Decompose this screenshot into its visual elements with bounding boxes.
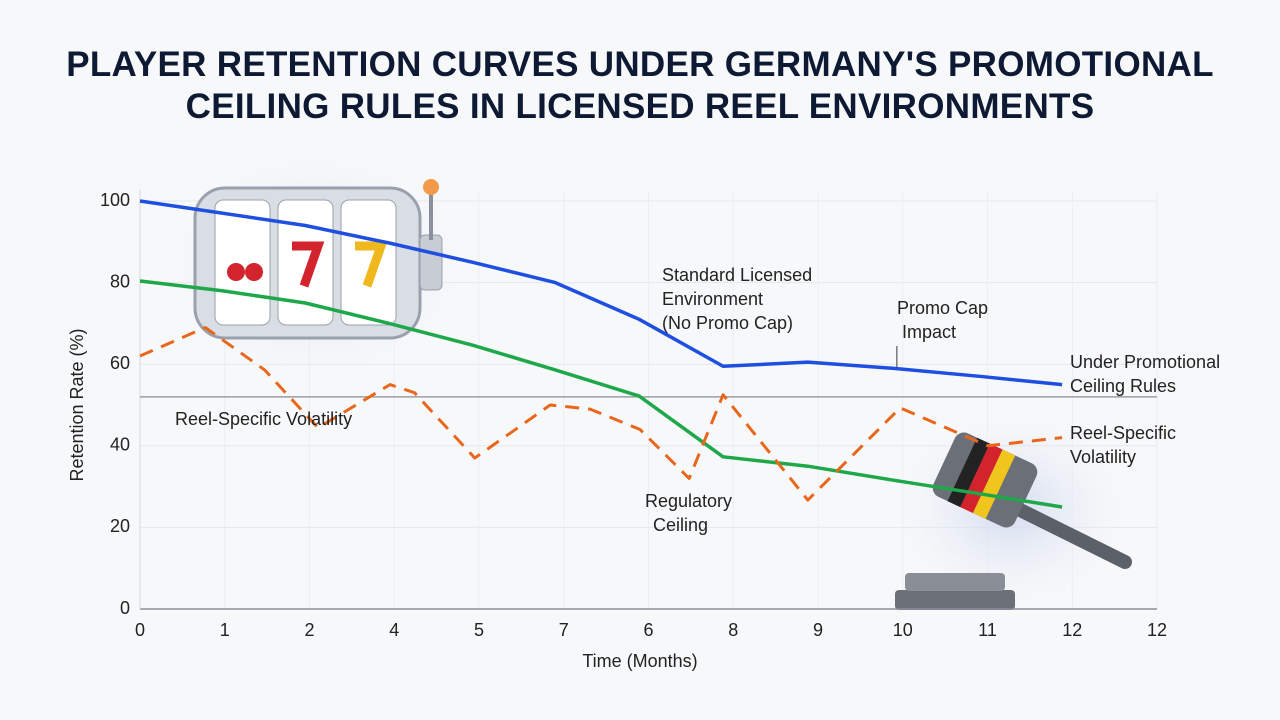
annotation: Promo Cap (897, 298, 988, 318)
x-tick-label: 2 (304, 620, 314, 640)
x-tick-label: 11 (978, 620, 997, 640)
seven (355, 241, 388, 288)
flag-red (960, 443, 1003, 513)
chart-title: PLAYER RETENTION CURVES UNDER GERMANY'S … (66, 45, 1214, 126)
y-tick-label: 60 (110, 353, 130, 373)
x-tick-label: 7 (559, 620, 569, 640)
x-tick-label: 12 (1062, 620, 1082, 640)
lever-knob (423, 179, 439, 195)
annotation: Ceiling (653, 515, 708, 535)
annotation: Reel-Specific (1070, 423, 1176, 443)
y-axis-label: Retention Rate (%) (67, 328, 87, 481)
gavel-block (895, 590, 1015, 610)
reel (277, 199, 334, 326)
annotation: Under Promotional (1070, 352, 1220, 372)
reel (214, 199, 271, 326)
annotation: Standard Licensed (662, 265, 812, 285)
x-tick-label: 4 (389, 620, 399, 640)
x-tick-label: 8 (728, 620, 738, 640)
x-tick-label: 6 (643, 620, 653, 640)
gavel-handle (993, 493, 1132, 569)
decoration (165, 150, 1132, 610)
cherry (227, 263, 245, 281)
y-tick-label: 40 (110, 435, 130, 455)
gavel-block (905, 573, 1005, 591)
x-tick-label: 0 (135, 620, 145, 640)
y-tick-label: 0 (120, 598, 130, 618)
series-line (139, 279, 1063, 509)
annotation: Environment (662, 289, 763, 309)
seven (292, 241, 325, 288)
reel (340, 199, 397, 326)
annotation: (No Promo Cap) (662, 313, 793, 333)
y-tick-label: 20 (110, 516, 130, 536)
annotation: Ceiling Rules (1070, 376, 1176, 396)
x-tick-label: 12 (1147, 620, 1167, 640)
x-tick-label: 9 (813, 620, 823, 640)
x-axis-label: Time (Months) (582, 651, 697, 671)
series-line (139, 199, 1063, 387)
series-line (139, 325, 1063, 502)
cherry (245, 263, 263, 281)
annotation: Reel-Specific Volatility (175, 409, 352, 429)
annotation: Impact (902, 322, 956, 342)
x-tick-label: 5 (474, 620, 484, 640)
y-tick-label: 100 (100, 190, 130, 210)
lever-base (419, 234, 443, 291)
y-tick-label: 80 (110, 271, 130, 291)
annotation: Regulatory (645, 491, 732, 511)
annotation: Volatility (1070, 447, 1136, 467)
x-tick-label: 1 (220, 620, 230, 640)
x-tick-label: 10 (893, 620, 913, 640)
flag-gold (972, 449, 1016, 519)
